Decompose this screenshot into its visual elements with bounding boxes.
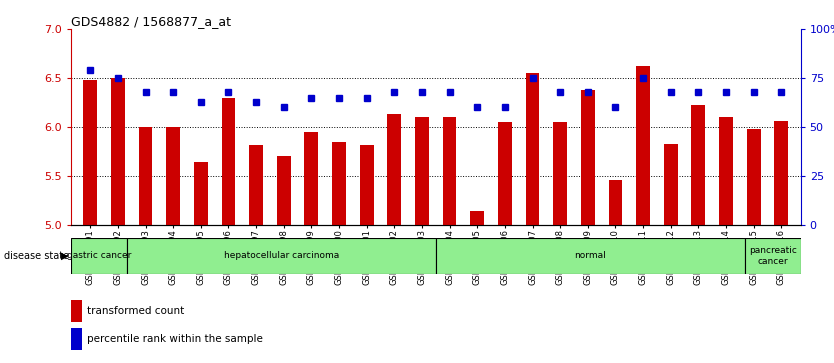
Bar — [359, 145, 374, 225]
Text: disease state: disease state — [4, 251, 69, 261]
Bar — [304, 132, 319, 225]
Text: GDS4882 / 1568877_a_at: GDS4882 / 1568877_a_at — [71, 15, 231, 28]
Text: pancreatic
cancer: pancreatic cancer — [749, 246, 796, 266]
Bar — [553, 122, 567, 225]
Bar — [111, 78, 125, 225]
Text: percentile rank within the sample: percentile rank within the sample — [87, 334, 263, 344]
Bar — [415, 117, 429, 225]
Bar — [193, 162, 208, 225]
Bar — [609, 180, 622, 225]
Bar — [332, 142, 346, 225]
Text: hepatocellular carcinoma: hepatocellular carcinoma — [224, 252, 339, 260]
Text: normal: normal — [575, 252, 606, 260]
Bar — [470, 211, 485, 225]
Bar — [249, 145, 263, 225]
Bar — [83, 80, 97, 225]
Text: ▶: ▶ — [61, 251, 68, 261]
Bar — [664, 144, 678, 225]
Bar — [443, 117, 456, 225]
Bar — [581, 90, 595, 225]
Bar — [166, 127, 180, 225]
Bar — [525, 73, 540, 225]
Text: gastric cancer: gastric cancer — [67, 252, 131, 260]
Bar — [636, 66, 650, 225]
Text: transformed count: transformed count — [87, 306, 184, 316]
Bar — [435, 238, 745, 274]
Bar — [71, 300, 82, 322]
Bar — [138, 127, 153, 225]
Bar — [222, 98, 235, 225]
Bar — [775, 121, 788, 225]
Bar — [745, 238, 801, 274]
Bar — [719, 117, 733, 225]
Bar — [277, 156, 290, 225]
Bar — [127, 238, 435, 274]
Bar — [746, 129, 761, 225]
Bar — [387, 114, 401, 225]
Bar — [71, 328, 82, 350]
Bar — [71, 238, 127, 274]
Bar — [498, 122, 512, 225]
Bar — [691, 106, 706, 225]
